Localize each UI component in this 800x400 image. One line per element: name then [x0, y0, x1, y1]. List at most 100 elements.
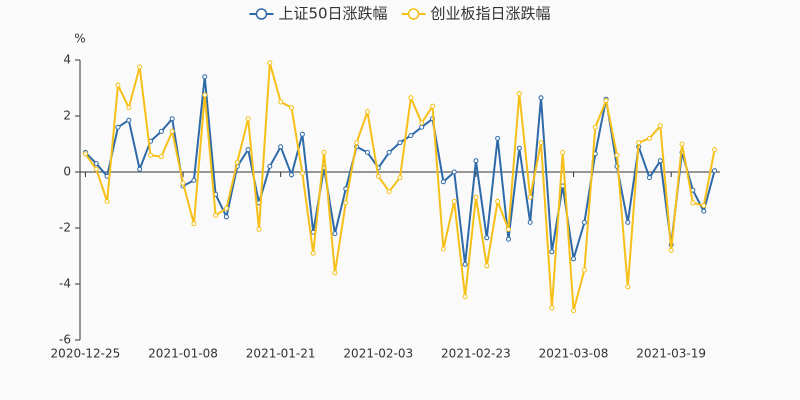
data-point: [386, 189, 392, 195]
data-point: [364, 149, 370, 155]
data-point: [82, 151, 88, 157]
data-point: [299, 170, 305, 176]
data-point: [354, 140, 360, 146]
y-tick-label: 4: [63, 53, 71, 67]
data-point: [180, 180, 186, 186]
legend-marker: [407, 8, 420, 20]
data-point: [158, 154, 164, 160]
data-point: [462, 294, 468, 300]
data-point: [440, 246, 446, 252]
legend-item: 创业板指日涨跌幅: [401, 5, 551, 23]
data-point: [375, 173, 381, 179]
data-point: [223, 214, 229, 220]
data-point: [256, 226, 262, 232]
data-point: [93, 166, 99, 172]
y-axis-label: %: [74, 32, 85, 46]
data-point: [408, 95, 414, 101]
data-point: [657, 123, 663, 129]
data-point: [701, 203, 707, 209]
data-point: [169, 128, 175, 134]
x-tick-label: 2021-03-08: [539, 347, 609, 361]
y-tick-label: 2: [63, 109, 71, 123]
data-point: [603, 98, 609, 104]
data-point: [137, 166, 143, 172]
data-point: [137, 64, 143, 70]
data-point: [668, 247, 674, 253]
data-point: [148, 152, 154, 158]
data-point: [657, 158, 663, 164]
data-point: [104, 198, 110, 204]
data-point: [505, 226, 511, 232]
data-point: [592, 124, 598, 130]
data-point: [332, 270, 338, 276]
y-tick-label: -6: [59, 333, 71, 347]
data-point: [473, 158, 479, 164]
data-point: [571, 256, 577, 262]
data-point: [484, 263, 490, 269]
data-point: [397, 140, 403, 146]
data-point: [267, 60, 273, 66]
data-point: [571, 308, 577, 314]
data-point: [321, 149, 327, 155]
x-tick-label: 2021-02-23: [441, 347, 511, 361]
x-tick-label: 2021-01-21: [246, 347, 316, 361]
x-tick-label: 2020-12-25: [51, 347, 121, 361]
data-point: [614, 152, 620, 158]
legend-item: 上证50日涨跌幅: [249, 5, 388, 23]
data-point: [712, 168, 718, 174]
data-point: [625, 284, 631, 290]
data-point: [364, 109, 370, 115]
data-point: [646, 135, 652, 141]
y-tick-label: -2: [59, 221, 71, 235]
data-point: [115, 82, 121, 88]
data-point: [495, 198, 501, 204]
data-point: [462, 261, 468, 267]
data-point: [430, 103, 436, 109]
data-point: [516, 91, 522, 97]
data-point: [158, 128, 164, 134]
data-point: [505, 236, 511, 242]
data-point: [538, 95, 544, 101]
data-point: [278, 144, 284, 150]
data-point: [560, 149, 566, 155]
data-point: [408, 133, 414, 139]
data-point: [191, 221, 197, 227]
data-point: [115, 124, 121, 130]
data-point: [636, 140, 642, 146]
data-point: [289, 105, 295, 111]
data-point: [440, 179, 446, 185]
data-point: [245, 147, 251, 153]
data-point: [495, 135, 501, 141]
data-point: [646, 175, 652, 181]
data-point: [419, 124, 425, 130]
data-point: [484, 235, 490, 241]
data-point: [701, 208, 707, 214]
legend: 上证50日涨跌幅 创业板指日涨跌幅: [249, 5, 551, 23]
data-point: [202, 92, 208, 98]
data-point: [549, 249, 555, 255]
data-point: [93, 161, 99, 167]
data-point: [213, 212, 219, 218]
data-point: [581, 219, 587, 225]
data-point: [712, 147, 718, 153]
data-point: [126, 117, 132, 123]
data-point: [169, 116, 175, 122]
data-point: [343, 200, 349, 206]
data-point: [581, 267, 587, 273]
data-point: [234, 159, 240, 165]
data-point: [126, 105, 132, 111]
x-tick-label: 2021-01-08: [148, 347, 218, 361]
data-point: [527, 194, 533, 200]
data-point: [527, 219, 533, 225]
data-point: [299, 131, 305, 137]
data-point: [202, 74, 208, 80]
y-tick-label: -4: [59, 277, 71, 291]
data-point: [419, 120, 425, 126]
legend-label: 上证50日涨跌幅: [278, 5, 387, 23]
legend-label: 创业板指日涨跌幅: [431, 5, 551, 23]
data-point: [223, 205, 229, 211]
x-tick-label: 2021-02-03: [343, 347, 413, 361]
data-point: [451, 169, 457, 175]
data-point: [310, 250, 316, 256]
legend-marker: [255, 8, 268, 20]
